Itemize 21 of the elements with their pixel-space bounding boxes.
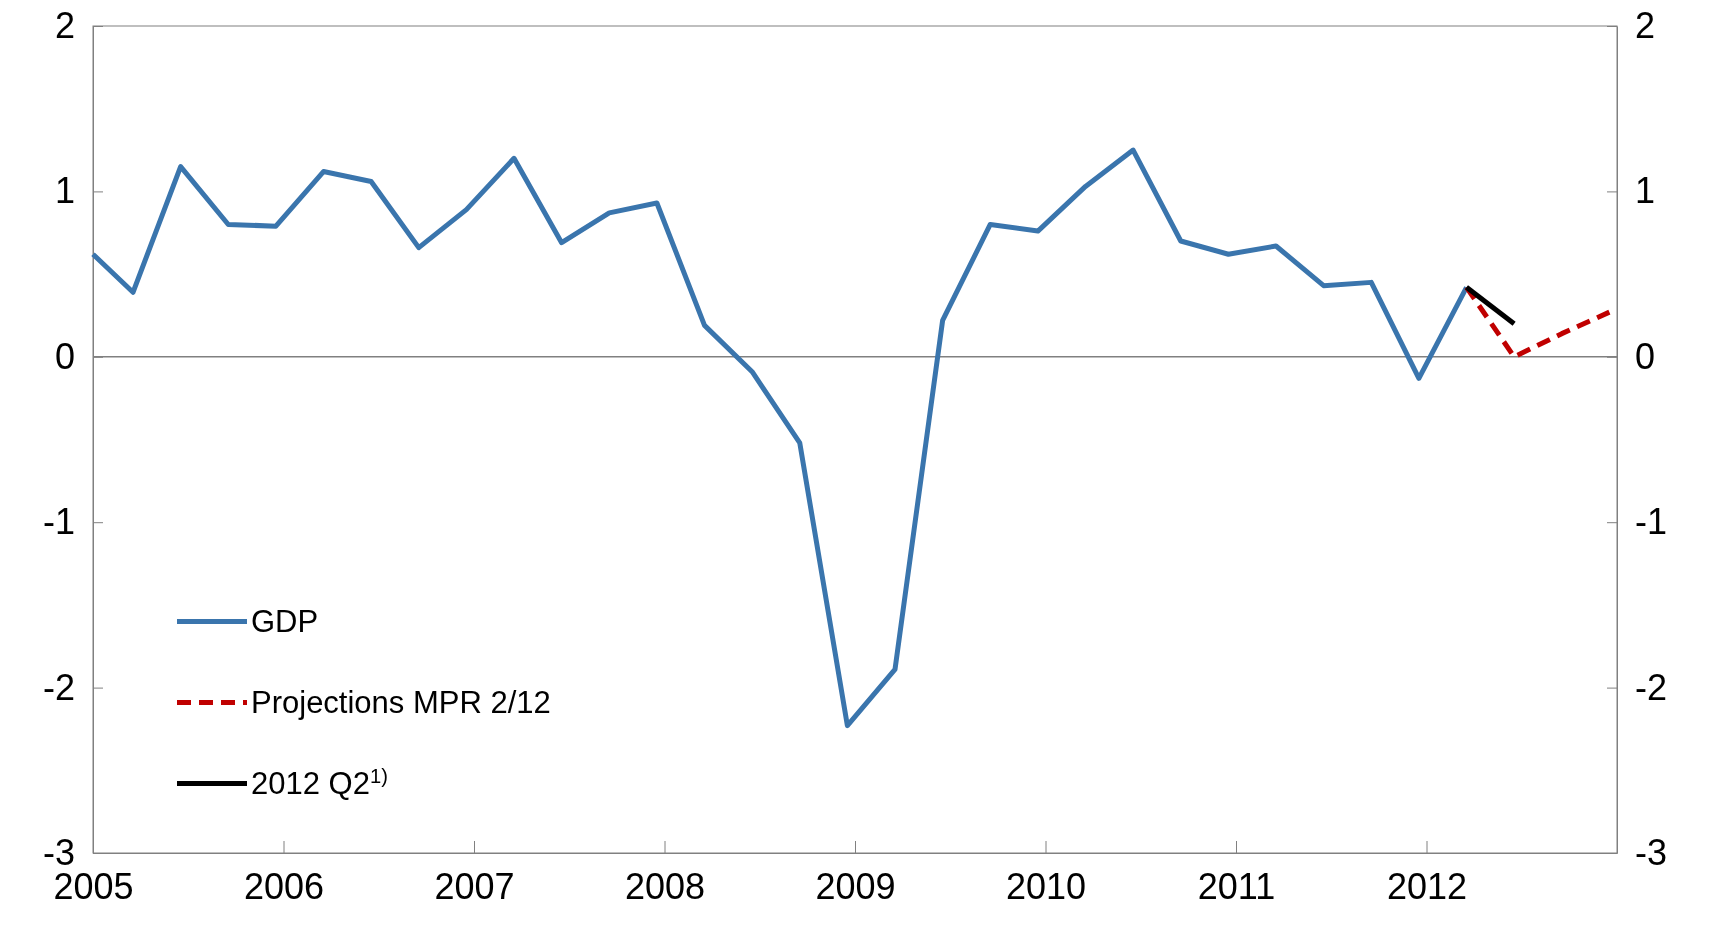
y2-tick-label: 0 — [1635, 335, 1656, 377]
x-tick-label: 2011 — [1197, 865, 1276, 907]
x-tick-label: 2008 — [624, 865, 706, 907]
legend-label: GDP — [251, 604, 319, 640]
legend-label: Projections MPR 2/12 — [251, 685, 551, 721]
y-tick-label: 2 — [54, 5, 75, 47]
x-tick-label: 2012 — [1386, 865, 1468, 907]
legend-label: 2012 Q2$^{1)}$ — [251, 765, 388, 802]
y2-tick-label: -2 — [1635, 666, 1668, 708]
y2-tick-label: -1 — [1635, 501, 1668, 543]
x-tick-label: 2009 — [815, 865, 896, 907]
y-tick-label: 1 — [54, 170, 75, 212]
x-tick-label: 2007 — [434, 865, 515, 907]
y2-tick-label: 1 — [1635, 170, 1656, 212]
y-tick-label: -1 — [42, 501, 75, 543]
x-tick-label: 2010 — [1005, 865, 1087, 907]
y-tick-label: -2 — [42, 666, 75, 708]
y2-tick-label: -3 — [1635, 832, 1668, 874]
y-tick-label: 0 — [54, 335, 75, 377]
y2-tick-label: 2 — [1635, 5, 1656, 47]
x-tick-label: 2006 — [243, 865, 325, 907]
